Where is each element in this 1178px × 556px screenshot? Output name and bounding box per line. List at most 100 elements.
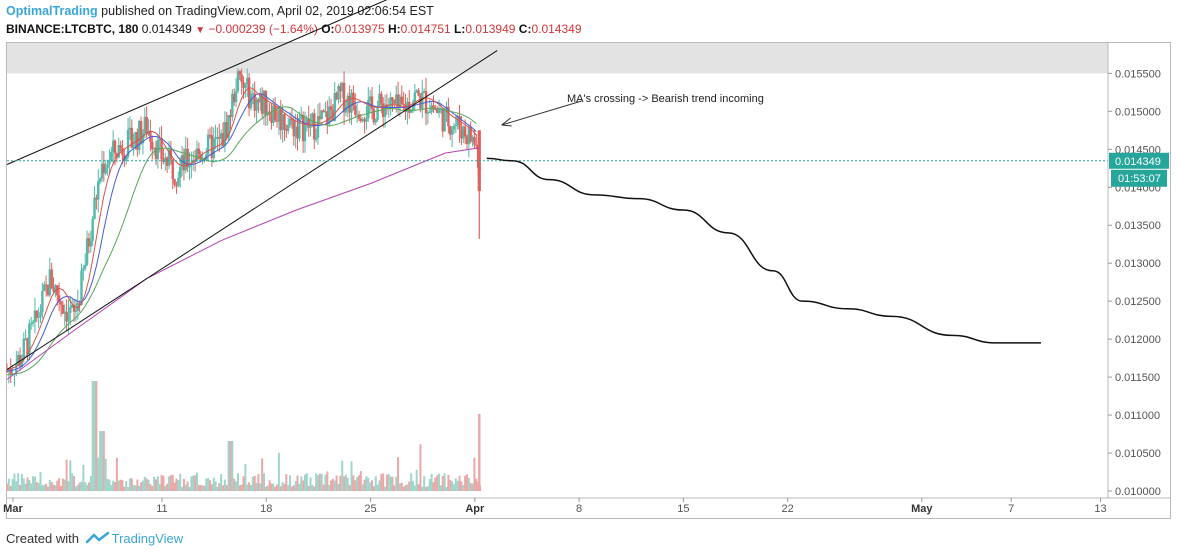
volume-bar: [276, 484, 279, 491]
candle-body: [294, 126, 297, 137]
volume-bar: [89, 476, 92, 491]
volume-bar: [11, 479, 14, 491]
candle-body: [95, 197, 98, 200]
volume-bar: [415, 469, 418, 491]
candle-body: [227, 114, 230, 139]
candle-body: [255, 99, 258, 111]
candle-body: [106, 164, 109, 168]
volume-bar: [305, 473, 308, 491]
candle-body: [84, 264, 87, 269]
volume-bar: [303, 474, 306, 491]
candle-body: [236, 71, 240, 92]
annotation-text: MA's crossing -> Bearish trend incoming: [567, 93, 764, 105]
volume-bar: [354, 480, 357, 491]
candle-body: [56, 285, 59, 296]
candle-body: [307, 118, 310, 128]
volume-bar: [397, 457, 400, 491]
volume-bar: [428, 478, 431, 491]
candle-body: [199, 154, 202, 160]
volume-bar: [249, 485, 252, 491]
candle-body: [151, 141, 154, 150]
volume-bar: [281, 482, 284, 491]
candle-body: [110, 152, 113, 161]
close-value: 0.014349: [531, 22, 582, 36]
candle-body: [87, 238, 91, 247]
volume-bar: [475, 478, 478, 491]
candle-body: [378, 93, 381, 108]
candle-body: [216, 136, 219, 138]
volume-bar: [443, 473, 446, 491]
volume-bar: [255, 482, 258, 491]
volume-bar: [313, 486, 316, 491]
candle-body: [450, 129, 454, 135]
candle-body: [262, 90, 266, 114]
candle-body: [434, 108, 437, 110]
candle-body: [273, 105, 277, 121]
volume-bar: [423, 476, 426, 491]
candle-body: [132, 146, 135, 148]
candle-body: [175, 184, 178, 187]
volume-bar: [9, 485, 12, 491]
volume-bar: [37, 483, 40, 491]
countdown-tag: [1111, 169, 1167, 187]
volume-bar: [460, 481, 463, 491]
volume-bar: [382, 473, 385, 491]
candle-body: [22, 338, 25, 360]
volume-bar: [425, 486, 428, 491]
ma-slow-line: [6, 106, 477, 376]
x-tick-label: Mar: [3, 503, 23, 515]
candle-body: [277, 109, 281, 122]
candle-body: [65, 311, 68, 322]
volume-bar: [160, 474, 163, 491]
volume-bar: [371, 480, 374, 491]
x-tick-label: 11: [156, 503, 167, 515]
author-name[interactable]: OptimalTrading: [6, 4, 98, 18]
volume-bar: [58, 478, 61, 491]
volume-bar: [411, 481, 414, 491]
last-volume-bar: [478, 414, 481, 491]
volume-bar: [240, 484, 243, 491]
candle-body: [400, 96, 404, 104]
volume-bar: [452, 484, 455, 491]
candle-body: [61, 304, 65, 314]
candle-body: [57, 295, 61, 302]
volume-bar: [277, 452, 280, 491]
volume-bar: [244, 464, 247, 491]
volume-bar: [134, 485, 137, 491]
volume-bar: [106, 479, 109, 491]
y-tick-label: 0.013000: [1115, 258, 1161, 270]
volume-bar: [262, 473, 265, 491]
volume-bar: [50, 482, 53, 491]
volume-bar: [337, 484, 340, 491]
candle-body: [193, 160, 197, 162]
candle-body: [372, 108, 376, 123]
candle-body: [311, 113, 314, 125]
x-tick-label: 8: [576, 503, 582, 515]
candle-body: [290, 118, 294, 121]
volume-bar: [374, 476, 377, 491]
candle-body: [462, 126, 465, 139]
candle-body: [246, 77, 249, 85]
y-tick-label: 0.015500: [1115, 68, 1161, 80]
volume-bar: [100, 431, 103, 491]
candle-body: [281, 114, 284, 131]
volume-bar: [61, 478, 64, 491]
volume-bar: [80, 481, 83, 491]
candle-body: [145, 116, 148, 135]
chart-frame[interactable]: [6, 42, 1171, 519]
candle-body: [409, 109, 413, 113]
y-tick-label: 0.010500: [1115, 448, 1161, 460]
volume-bar: [438, 473, 441, 491]
volume-bar: [108, 479, 111, 491]
candle-body: [374, 119, 377, 123]
volume-bar: [177, 480, 180, 491]
candle-body: [160, 138, 163, 160]
candle-body: [320, 110, 323, 120]
candle-body: [70, 304, 74, 308]
candle-body: [458, 116, 461, 130]
volume-bar: [212, 477, 215, 491]
candle-body: [443, 109, 446, 132]
candle-body: [260, 93, 264, 114]
tradingview-brand[interactable]: TradingView: [111, 531, 184, 546]
